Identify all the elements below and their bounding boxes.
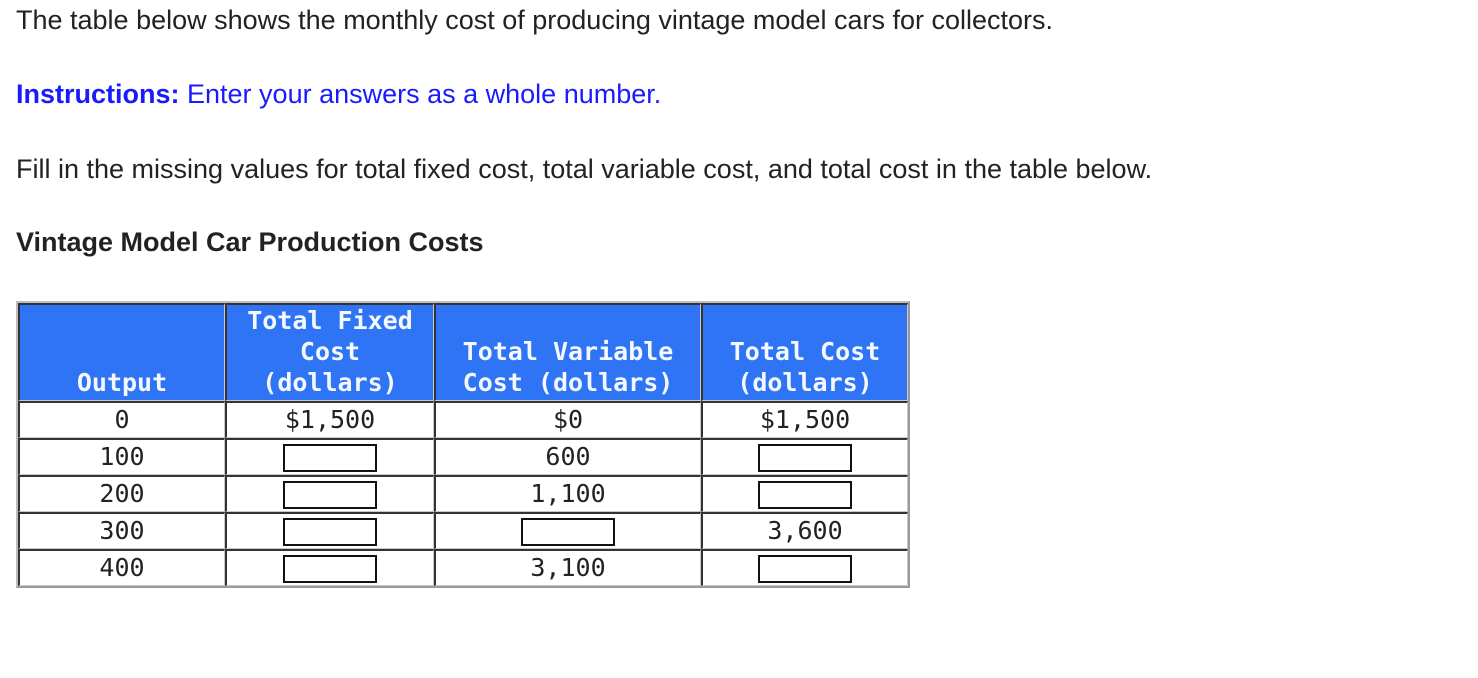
tc-cell: 3,600 xyxy=(701,512,908,549)
header-output: Output xyxy=(18,303,225,401)
intro-text: The table below shows the monthly cost o… xyxy=(16,5,1054,35)
tvc-cell: $0 xyxy=(434,401,701,438)
header-total-cost: Total Cost (dollars) xyxy=(701,303,908,401)
tvc-cell: 3,100 xyxy=(434,549,701,586)
tc-input-200[interactable] xyxy=(758,481,852,509)
header-total-fixed-cost: Total Fixed Cost (dollars) xyxy=(225,303,434,401)
tfc-cell xyxy=(225,475,434,512)
instructions-text: Instructions: Enter your answers as a wh… xyxy=(16,78,661,110)
tc-cell: $1,500 xyxy=(701,401,908,438)
table-row: 0 $1,500 $0 $1,500 xyxy=(18,401,908,438)
tfc-input-100[interactable] xyxy=(283,444,377,472)
tc-cell xyxy=(701,475,908,512)
tc-cell xyxy=(701,549,908,586)
instructions-body: Enter your answers as a whole number. xyxy=(179,79,662,109)
output-cell: 0 xyxy=(18,401,225,438)
instructions-label: Instructions: xyxy=(16,79,180,109)
tfc-input-400[interactable] xyxy=(283,555,377,583)
tc-cell xyxy=(701,438,908,475)
tfc-cell xyxy=(225,512,434,549)
tvc-cell: 600 xyxy=(434,438,701,475)
production-cost-table: Output Total Fixed Cost (dollars) Total Va… xyxy=(16,301,910,588)
tc-input-100[interactable] xyxy=(758,444,852,472)
header-total-variable-cost: Total Variable Cost (dollars) xyxy=(434,303,701,401)
tfc-cell xyxy=(225,549,434,586)
output-cell: 400 xyxy=(18,549,225,586)
table-title: Vintage Model Car Production Costs xyxy=(16,227,484,257)
table-header-row: Output Total Fixed Cost (dollars) Total Va… xyxy=(18,303,908,401)
tvc-cell xyxy=(434,512,701,549)
tfc-input-200[interactable] xyxy=(283,481,377,509)
tfc-cell xyxy=(225,438,434,475)
table-row: 200 1,100 xyxy=(18,475,908,512)
output-cell: 100 xyxy=(18,438,225,475)
table-row: 100 600 xyxy=(18,438,908,475)
tc-input-400[interactable] xyxy=(758,555,852,583)
output-cell: 200 xyxy=(18,475,225,512)
tfc-input-300[interactable] xyxy=(283,518,377,546)
tvc-cell: 1,100 xyxy=(434,475,701,512)
table-row: 400 3,100 xyxy=(18,549,908,586)
tfc-cell: $1,500 xyxy=(225,401,434,438)
question-prompt: Fill in the missing values for total fix… xyxy=(16,154,1153,184)
table-row: 300 3,600 xyxy=(18,512,908,549)
output-cell: 300 xyxy=(18,512,225,549)
tvc-input-300[interactable] xyxy=(521,518,615,546)
